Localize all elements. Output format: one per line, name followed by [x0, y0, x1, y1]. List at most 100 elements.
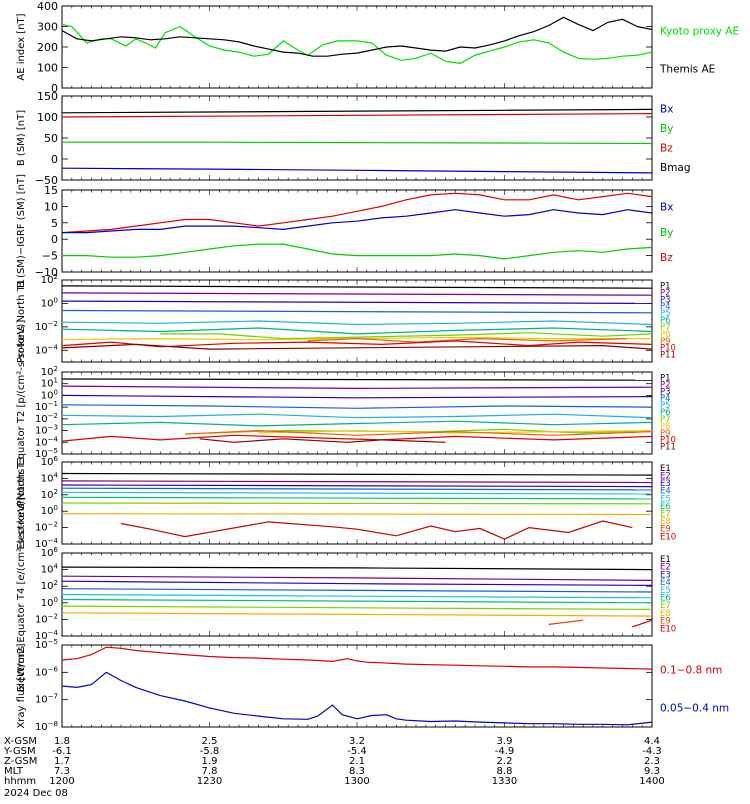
footer-value: 1230 [197, 776, 222, 787]
y-tick-label: 10−5 [35, 447, 58, 460]
legend-entry: E9 [660, 525, 671, 535]
y-axis-label: Electrons Equator T4 [e/(cm²-s-sr-keV)] [16, 497, 27, 692]
footer-value: 4.4 [644, 736, 660, 747]
y-tick-label: 10−2 [35, 320, 58, 333]
footer-row-label: X-GSM [4, 736, 37, 747]
series-line [61, 385, 653, 390]
legend-entry: Kyoto proxy AE [660, 26, 739, 38]
legend-entry: P4 [660, 302, 671, 312]
footer-value: -6.1 [52, 746, 72, 757]
series-line [61, 575, 653, 582]
legend-entry: E5 [660, 586, 671, 596]
series-line [61, 23, 653, 65]
panel-frame [61, 5, 653, 89]
series-line [61, 434, 653, 442]
legend-entry: 0.05−0.4 nm [660, 703, 729, 715]
footer-value: 2.5 [202, 736, 218, 747]
legend-entry: P8 [660, 330, 671, 340]
footer-row-label: Z-GSM [4, 756, 37, 767]
y-tick-label: 0 [51, 233, 58, 246]
footer-value: 2.2 [497, 756, 513, 767]
series-line [61, 612, 653, 617]
series-line [61, 480, 653, 484]
footer-value: 7.8 [202, 766, 218, 777]
footer-value: -4.3 [642, 746, 662, 757]
legend-entry: E10 [660, 532, 676, 542]
y-tick-label: 100 [41, 504, 58, 517]
legend-entry: E5 [660, 494, 671, 504]
series-line [61, 671, 653, 726]
series-line [61, 108, 653, 114]
legend-entry: E7 [660, 510, 671, 520]
footer-date: 2024 Dec 08 [4, 788, 68, 799]
y-tick-label: 0 [51, 82, 58, 95]
legend-entry: P6 [660, 408, 671, 418]
series-line [61, 327, 653, 335]
series-line [61, 113, 653, 118]
y-tick-label: 106 [41, 546, 59, 559]
footer-value: 8.8 [497, 766, 513, 777]
legend-entry: Bx [660, 201, 673, 213]
footer-row-label: MLT [4, 766, 24, 777]
series-line [61, 285, 653, 289]
legend-entry: P11 [660, 443, 676, 453]
legend-entry: P7 [660, 415, 671, 425]
series-line [61, 484, 653, 488]
legend-entry: E4 [660, 487, 671, 497]
legend-entry: E2 [660, 472, 671, 482]
y-tick-label: 10−4 [35, 629, 59, 642]
footer-value: 2.1 [349, 756, 365, 767]
y-tick-label: 10−7 [35, 693, 58, 706]
footer-value: 1.7 [54, 756, 70, 767]
y-tick-label: 400 [37, 0, 58, 13]
y-tick-label: 0 [51, 153, 58, 166]
legend-entry: P9 [660, 429, 671, 439]
footer-value: 9.3 [644, 766, 660, 777]
legend-entry: P5 [660, 401, 671, 411]
legend-entry: P1 [660, 281, 671, 291]
y-axis-label: B (SM) [nT] [16, 110, 27, 166]
series-line [61, 496, 653, 500]
y-tick-label: 15 [44, 184, 58, 197]
y-tick-label: 200 [37, 41, 58, 54]
legend-entry: By [660, 123, 673, 135]
legend-entry: E6 [660, 502, 671, 512]
y-tick-label: 102 [41, 488, 58, 501]
series-line [61, 502, 653, 505]
footer-value: 8.3 [349, 766, 365, 777]
panel-frame [61, 95, 653, 181]
y-tick-label: 150 [37, 90, 58, 103]
legend-entry: P5 [660, 309, 671, 319]
series-line [548, 619, 584, 625]
series-line [62, 141, 653, 145]
series-line [258, 429, 653, 434]
series-line [61, 593, 653, 599]
series-line [199, 438, 446, 443]
series-line [61, 292, 653, 296]
legend-entry: E1 [660, 555, 671, 565]
series-line [61, 566, 653, 571]
legend-entry: P4 [660, 394, 671, 404]
y-tick-label: 10 [44, 200, 58, 213]
y-axis-label: Protons Equator T2 [p/(cm²-s-sr-keV)] [16, 320, 27, 507]
series-line [61, 343, 653, 350]
series-line [61, 598, 653, 604]
series-line [61, 167, 653, 174]
legend-entry: P2 [660, 288, 671, 298]
footer-value: -4.9 [495, 746, 515, 757]
y-tick-label: 106 [41, 455, 59, 468]
legend-entry: E8 [660, 517, 671, 527]
y-tick-label: 10−4 [35, 537, 59, 550]
legend-entry: E2 [660, 563, 671, 573]
legend-entry: E3 [660, 479, 671, 489]
legend-entry: P3 [660, 387, 671, 397]
series-line [184, 429, 653, 436]
series-line [61, 309, 653, 314]
series-line [632, 619, 653, 628]
y-tick-label: 100 [41, 596, 58, 609]
y-axis-label: Xray flux [W/m2] [16, 643, 27, 728]
series-line [307, 337, 628, 343]
legend-entry: E10 [660, 624, 676, 634]
y-axis-label: Protons North T1 [16, 279, 27, 363]
legend-entry: E9 [660, 617, 671, 627]
